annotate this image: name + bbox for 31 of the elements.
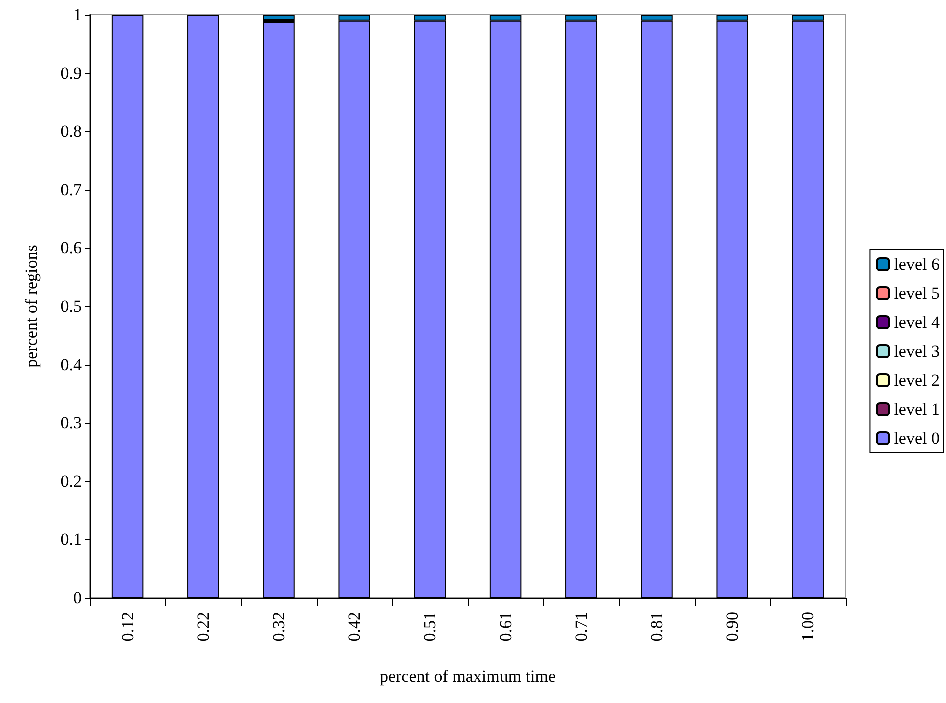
- y-tick-label: 0.4: [60, 355, 82, 374]
- x-tick-label: 0.81: [648, 612, 666, 642]
- legend-label: level 1: [894, 400, 940, 419]
- x-tick-label: 0.42: [345, 612, 364, 642]
- bar: [263, 15, 295, 20]
- legend-label: level 4: [894, 313, 940, 332]
- y-tick-label: 0.1: [60, 530, 82, 550]
- x-axis-title: percent of maximum time: [380, 667, 556, 686]
- x-tick-label: 0.32: [270, 612, 288, 642]
- y-tick-label: 1: [74, 6, 82, 24]
- x-tick-label: 0.22: [194, 612, 213, 642]
- y-tick-label: 0.7: [60, 180, 82, 200]
- legend-label: level 3: [894, 342, 940, 361]
- y-tick-label: 0.8: [60, 122, 82, 142]
- y-axis-title: percent of regions: [22, 245, 41, 368]
- x-tick-label: 1.00: [798, 612, 818, 642]
- legend-label: level 5: [894, 284, 940, 303]
- y-tick-label: 0.6: [60, 238, 82, 258]
- x-tick-label: 0.61: [496, 612, 516, 642]
- x-tick-label: 0.71: [572, 612, 591, 642]
- legend-label: level 6: [894, 255, 940, 274]
- legend-label: level 0: [894, 429, 940, 448]
- y-tick-label: 0.5: [60, 297, 82, 316]
- x-tick-label: 0.12: [118, 612, 138, 642]
- y-tick-label: 0.2: [60, 472, 82, 491]
- x-tick-label: 0.51: [420, 612, 440, 642]
- y-tick-label: 0.3: [60, 414, 82, 433]
- y-tick-label: 0: [74, 588, 82, 608]
- legend-label: level 2: [894, 371, 940, 390]
- x-tick-label: 0.90: [723, 612, 742, 642]
- y-tick-label: 0.9: [60, 64, 82, 83]
